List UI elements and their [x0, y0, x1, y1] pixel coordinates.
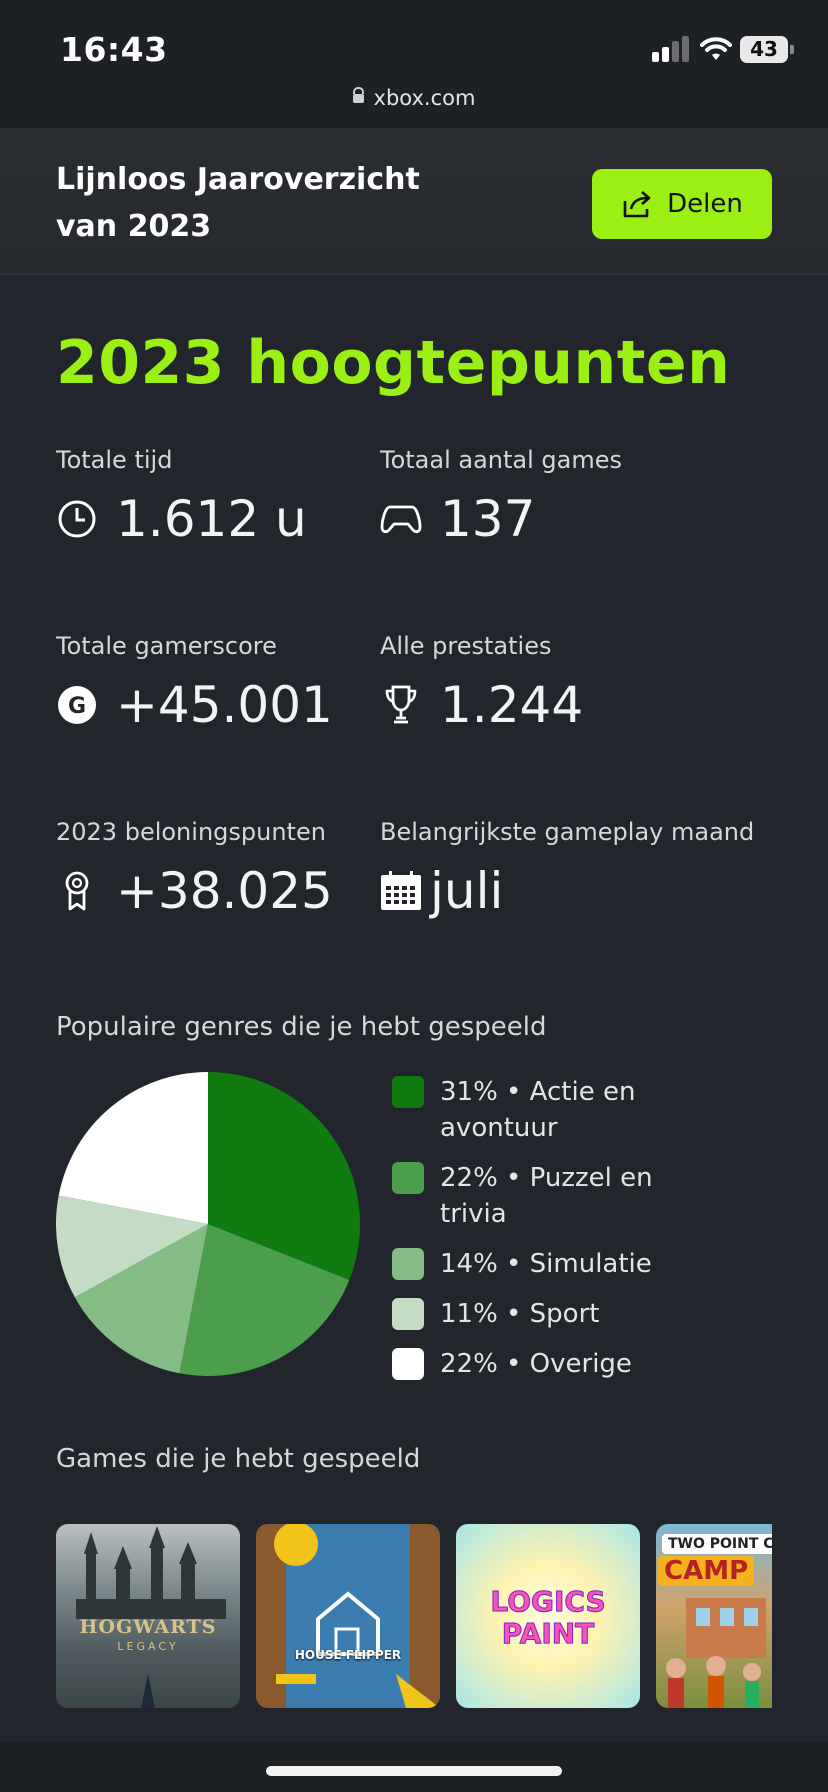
game-tile-two-point-campus[interactable]: TWO POINT CAMPUS CAMP — [656, 1524, 772, 1708]
pie-slice-2 — [74, 1224, 208, 1374]
game-title-short: CAMP — [658, 1556, 755, 1586]
stat-value: +45.001 — [116, 676, 333, 734]
stat-total-time: Totale tijd 1.612 u — [56, 446, 436, 548]
calendar-icon — [380, 867, 422, 915]
legend-label: 22% • Puzzel en trivia — [440, 1163, 653, 1229]
game-title: TWO POINT CAMPUS — [662, 1534, 772, 1554]
legend-label: 22% • Overige — [440, 1349, 632, 1379]
campus-art — [666, 1598, 766, 1708]
legend-item: 22% • Puzzel en trivia — [392, 1160, 712, 1232]
game-title: LOGICS PAINT — [490, 1585, 606, 1650]
home-indicator[interactable] — [266, 1766, 562, 1776]
game-tile-hogwarts[interactable]: HOGWARTS LEGACY — [56, 1524, 240, 1708]
lock-icon — [352, 87, 364, 103]
stat-label: Belangrijkste gameplay maand — [380, 818, 755, 846]
genres-legend: 31% • Actie en avontuur 22% • Puzzel en t… — [392, 1074, 712, 1396]
legend-item: 31% • Actie en avontuur — [392, 1074, 712, 1146]
legend-swatch — [392, 1348, 424, 1380]
highlights-heading: 2023 hoogtepunten — [56, 328, 731, 398]
pie-slice-0 — [208, 1072, 360, 1280]
games-title: Games die je hebt gespeeld — [56, 1444, 421, 1474]
stat-value: 1.244 — [440, 676, 584, 734]
share-button[interactable]: Delen — [592, 169, 772, 239]
controller-icon — [380, 495, 422, 543]
house-flipper-art — [256, 1524, 440, 1708]
stat-label: Totaal aantal games — [380, 446, 623, 474]
game-tile-house-flipper[interactable]: HOUSE FLIPPER — [256, 1524, 440, 1708]
stat-label: 2023 beloningspunten — [56, 818, 326, 846]
stat-value: 1.612 u — [116, 490, 307, 548]
legend-item: 14% • Simulatie — [392, 1246, 712, 1282]
genres-title: Populaire genres die je hebt gespeeld — [56, 1012, 547, 1042]
stat-total-games: Totaal aantal games 137 — [380, 446, 760, 548]
trophy-icon — [380, 681, 422, 729]
game-title: HOGWARTS — [79, 1616, 217, 1638]
url-text: xbox.com — [373, 86, 476, 110]
battery-icon: 43 — [740, 36, 794, 63]
address-bar[interactable]: xbox.com — [0, 86, 828, 110]
stat-value: 137 — [440, 490, 536, 548]
status-time: 16:43 — [60, 30, 168, 69]
share-icon — [623, 191, 651, 218]
legend-label: 14% • Simulatie — [440, 1249, 652, 1279]
pie-slice-4 — [58, 1072, 208, 1224]
legend-label: 31% • Actie en avontuur — [440, 1077, 636, 1143]
pie-slice-3 — [56, 1195, 209, 1298]
game-title: HOUSE FLIPPER — [294, 1648, 402, 1662]
stat-achievements: Alle prestaties 1.244 — [380, 632, 760, 734]
stat-reward-points: 2023 beloningspunten +38.025 — [56, 818, 436, 920]
legend-swatch — [392, 1162, 424, 1194]
gamerscore-icon: G — [56, 681, 98, 729]
legend-swatch — [392, 1298, 424, 1330]
game-subtitle: LEGACY — [117, 1640, 179, 1653]
medal-icon — [56, 867, 98, 915]
legend-item: 22% • Overige — [392, 1346, 712, 1382]
stat-gamerscore: Totale gamerscore G +45.001 — [56, 632, 436, 734]
game-tile-logics-paint[interactable]: LOGICS PAINT — [456, 1524, 640, 1708]
signal-icon — [652, 36, 689, 62]
page-title: Lijnloos Jaaroverzicht van 2023 — [56, 162, 420, 244]
legend-label: 11% • Sport — [440, 1299, 600, 1329]
stat-value: +38.025 — [116, 862, 333, 920]
stat-top-month: Belangrijkste gameplay maand juli — [380, 818, 760, 920]
genres-pie-chart — [56, 1072, 360, 1376]
page-header: Lijnloos Jaaroverzicht van 2023 Delen — [0, 128, 828, 275]
status-bar: 16:43 43 xbox.com — [0, 0, 828, 128]
share-label: Delen — [667, 189, 743, 219]
svg-text:G: G — [68, 694, 86, 719]
legend-item: 11% • Sport — [392, 1296, 712, 1332]
pie-slice-1 — [179, 1224, 350, 1376]
games-carousel[interactable]: HOGWARTS LEGACY HOUSE FLIPPER LOGICS PAI… — [56, 1524, 772, 1708]
clock-icon — [56, 495, 98, 543]
stat-label: Totale gamerscore — [56, 632, 277, 660]
stat-label: Totale tijd — [56, 446, 173, 474]
legend-swatch — [392, 1248, 424, 1280]
stat-label: Alle prestaties — [380, 632, 552, 660]
castle-art — [76, 1526, 226, 1708]
wifi-icon — [700, 37, 732, 60]
legend-swatch — [392, 1076, 424, 1108]
stat-value: juli — [430, 862, 504, 920]
